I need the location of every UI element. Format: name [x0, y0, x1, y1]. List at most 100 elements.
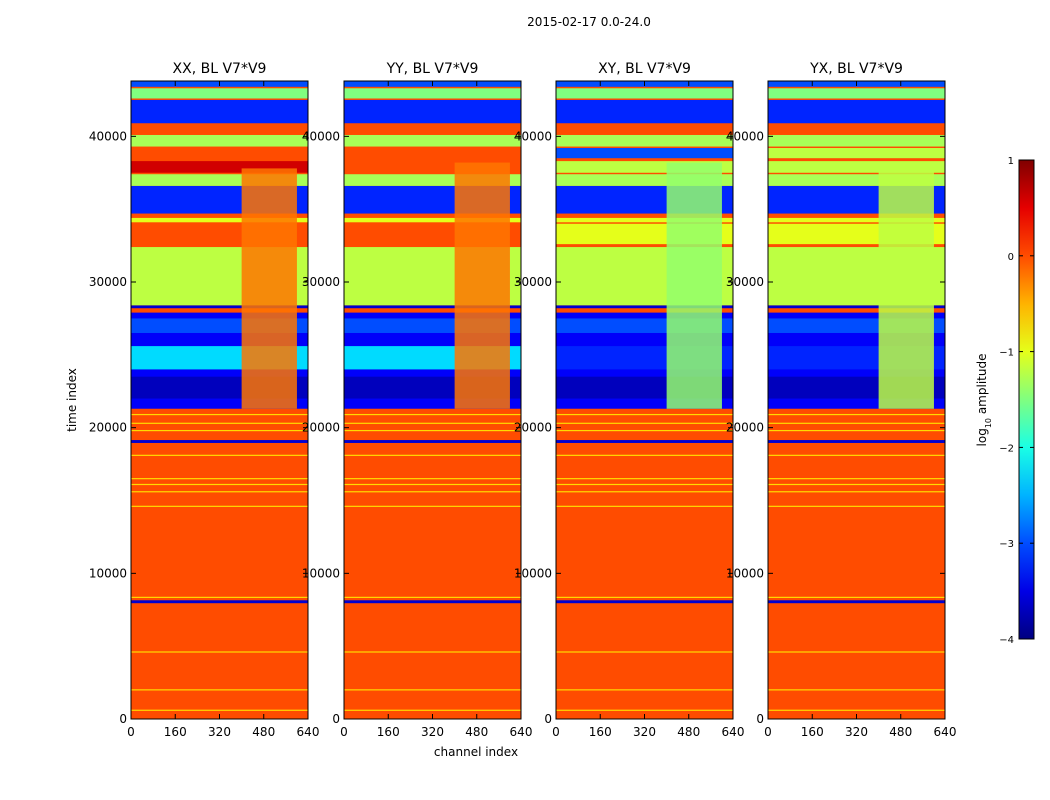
x-tick-label: 160 [377, 725, 400, 739]
heatmap-band [556, 134, 733, 147]
y-tick-label: 30000 [514, 275, 552, 289]
heatmap-band [131, 174, 308, 186]
heatmap-band [344, 442, 521, 719]
heatmap-line [131, 483, 308, 486]
heatmap-line [768, 422, 945, 424]
heatmap-line [344, 413, 521, 416]
heatmap-line [131, 413, 308, 416]
heatmap-band [131, 161, 308, 173]
y-tick-label: 0 [332, 712, 340, 726]
heatmap-line [768, 651, 945, 653]
heatmap-line [556, 478, 733, 480]
heatmap-line [556, 429, 733, 432]
x-tick-label: 0 [764, 725, 772, 739]
y-tick-label: 40000 [89, 129, 127, 143]
heatmap-band [768, 88, 945, 99]
y-tick-label: 20000 [726, 421, 764, 435]
heatmap-line [768, 454, 945, 456]
heatmap-line [131, 709, 308, 711]
heatmap-line [344, 505, 521, 507]
y-tick-label: 40000 [514, 129, 552, 143]
heatmap-line [768, 505, 945, 507]
y-tick-label: 0 [756, 712, 764, 726]
x-tick-label: 640 [297, 725, 320, 739]
panel-title: YX, BL V7*V9 [809, 61, 903, 77]
figure-suptitle: 2015-02-17 0.0-24.0 [527, 15, 651, 29]
y-tick-label: 10000 [514, 566, 552, 580]
heatmap-line [768, 478, 945, 480]
heatmap-band [344, 126, 521, 135]
heatmap-band [344, 161, 521, 173]
panel-title: XY, BL V7*V9 [598, 61, 691, 77]
heatmap-band [556, 174, 733, 186]
x-tick-label: 640 [510, 725, 533, 739]
heatmap-band [131, 440, 308, 443]
heatmap-band [344, 148, 521, 159]
heatmap-line [344, 422, 521, 424]
heatmap-line [131, 429, 308, 432]
x-tick-label: 640 [722, 725, 745, 739]
heatmap-line [344, 709, 521, 711]
heatmap-band [768, 161, 945, 173]
heatmap-line [556, 651, 733, 653]
heatmap-band [768, 174, 945, 186]
heatmap-line [131, 651, 308, 653]
y-tick-label: 10000 [726, 566, 764, 580]
heatmap-channel-block [878, 162, 934, 409]
heatmap-channel-block [666, 162, 722, 409]
colorbar-tick-label: 0 [1008, 252, 1014, 263]
heatmap-line [344, 689, 521, 691]
x-tick-label: 160 [801, 725, 824, 739]
y-tick-label: 20000 [302, 421, 340, 435]
y-tick-label: 20000 [89, 421, 127, 435]
heatmap-panel-1: XX, BL V7*V9 0 160 320 480 640 0 10000 20000 3000… [89, 61, 320, 739]
heatmap-line [768, 413, 945, 416]
heatmap-line [768, 709, 945, 711]
heatmap-line [344, 429, 521, 432]
heatmap-line [768, 491, 945, 493]
heatmap-band [556, 99, 733, 124]
panel-title: YY, BL V7*V9 [386, 61, 479, 77]
heatmap-band [768, 305, 945, 309]
heatmap-band [556, 305, 733, 309]
y-axis-label: time index [65, 368, 79, 432]
heatmap-band [344, 440, 521, 443]
heatmap-band [344, 217, 521, 223]
heatmap-band [344, 305, 521, 309]
heatmap-line [344, 483, 521, 486]
heatmap-channel-block [241, 168, 297, 409]
heatmap-line [556, 491, 733, 493]
heatmap-band [768, 440, 945, 443]
heatmap-band [556, 88, 733, 99]
y-tick-label: 0 [544, 712, 552, 726]
heatmap-line [556, 596, 733, 598]
heatmap-band [768, 148, 945, 159]
heatmap-band [768, 600, 945, 604]
y-tick-label: 40000 [726, 129, 764, 143]
x-tick-label: 160 [164, 725, 187, 739]
x-tick-label: 0 [340, 725, 348, 739]
heatmap-line [131, 454, 308, 456]
y-tick-label: 40000 [302, 129, 340, 143]
y-tick-label: 20000 [514, 421, 552, 435]
heatmap-band [768, 134, 945, 147]
heatmap-line [131, 478, 308, 480]
y-tick-label: 30000 [89, 275, 127, 289]
heatmap-line [556, 483, 733, 486]
colorbar-tick-label: −2 [999, 443, 1014, 454]
heatmap-band [556, 148, 733, 159]
heatmap-line [768, 483, 945, 486]
heatmap-line [131, 596, 308, 598]
heatmap-band [131, 305, 308, 309]
colorbar-tick-label: −1 [999, 348, 1014, 359]
heatmap-band [344, 99, 521, 124]
colorbar-tick-label: 1 [1008, 156, 1014, 167]
x-tick-label: 160 [589, 725, 612, 739]
heatmap-line [556, 689, 733, 691]
heatmap-band [556, 161, 733, 173]
heatmap-line [344, 454, 521, 456]
y-tick-label: 10000 [302, 566, 340, 580]
x-tick-label: 0 [127, 725, 135, 739]
heatmap-band [131, 148, 308, 159]
